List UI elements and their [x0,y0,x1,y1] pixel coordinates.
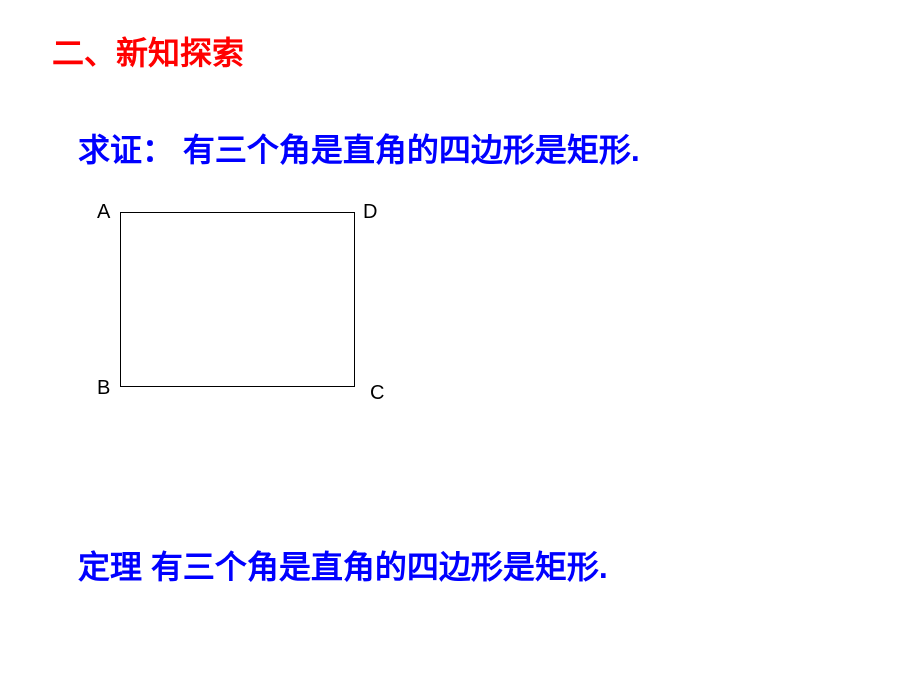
theorem-statement: 有三个角是直角的四边形是矩形. [151,549,608,585]
theorem-line: 定理 有三个角是直角的四边形是矩形. [78,542,608,588]
theorem-gap [142,549,151,585]
vertex-label-B: B [97,377,110,400]
rectangle-shape [120,212,355,387]
section-title: 二、新知探索 [52,28,244,74]
proposition-line: 求证： 有三个角是直角的四边形是矩形. [78,125,640,171]
theorem-prefix: 定理 [78,549,142,585]
proposition-gap [174,132,183,168]
section-number: 二、 [52,35,116,71]
vertex-label-C: C [370,382,384,405]
rectangle-diagram: A D B C [95,197,385,407]
proposition-prefix: 求证： [78,132,174,168]
vertex-label-A: A [97,201,110,224]
vertex-label-D: D [363,201,377,224]
section-title-text: 新知探索 [116,35,244,71]
proposition-statement: 有三个角是直角的四边形是矩形. [183,132,640,168]
